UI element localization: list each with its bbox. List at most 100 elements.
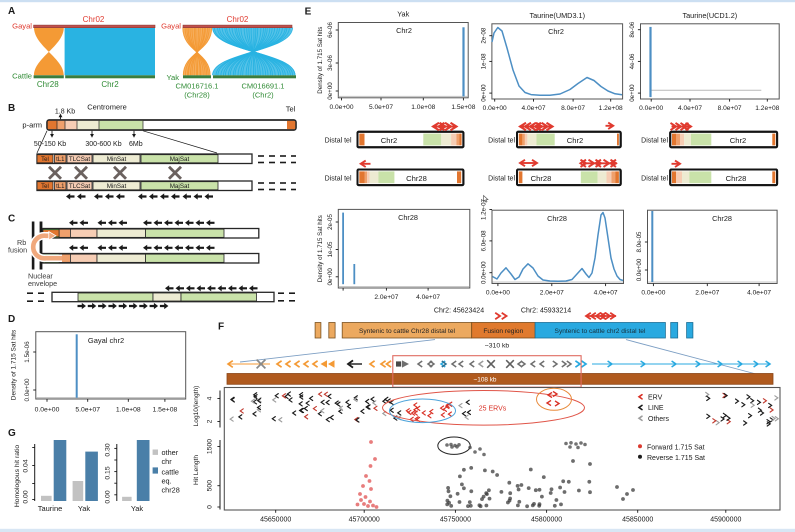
svg-text:chr28: chr28 [162, 486, 180, 495]
svg-text:0.0e+00: 0.0e+00 [639, 105, 663, 112]
svg-text:0e+00: 0e+00 [327, 82, 334, 100]
svg-text:ERV: ERV [648, 395, 663, 402]
svg-text:Distal tel: Distal tel [325, 138, 352, 145]
svg-text:8.0e+07: 8.0e+07 [561, 105, 585, 112]
svg-text:Tel: Tel [286, 105, 296, 114]
svg-text:F: F [218, 322, 224, 333]
svg-text:4.0e+07: 4.0e+07 [521, 105, 545, 112]
svg-text:8.0e-05: 8.0e-05 [636, 231, 643, 253]
svg-text:(Chr28): (Chr28) [184, 91, 210, 100]
svg-text:tL1: tL1 [56, 184, 65, 190]
svg-text:Cattle: Cattle [12, 72, 32, 81]
svg-text:0.0e+00: 0.0e+00 [486, 290, 510, 297]
svg-text:Yak: Yak [166, 73, 179, 82]
svg-text:Syntenic to cattle chr2 distal: Syntenic to cattle chr2 distal tel [555, 328, 646, 335]
svg-text:fusion: fusion [8, 246, 27, 255]
svg-text:1.0e+08: 1.0e+08 [116, 407, 141, 414]
svg-text:25 ERVs: 25 ERVs [479, 406, 507, 413]
svg-text:0.0e+00: 0.0e+00 [24, 378, 31, 401]
svg-text:4.0e+07: 4.0e+07 [678, 105, 702, 112]
svg-text:A: A [8, 6, 15, 17]
svg-text:0.04: 0.04 [23, 459, 30, 472]
svg-text:(Chr2): (Chr2) [252, 91, 274, 100]
svg-text:Yak: Yak [397, 10, 409, 19]
svg-text:0.0e+00: 0.0e+00 [483, 105, 507, 112]
svg-text:45650000: 45650000 [260, 517, 291, 524]
svg-text:0.30: 0.30 [105, 443, 112, 456]
svg-text:50-150 Kb: 50-150 Kb [34, 141, 66, 148]
svg-text:Hit Length: Hit Length [193, 455, 200, 485]
svg-text:~310 kb: ~310 kb [485, 343, 510, 350]
svg-text:4.0e+07: 4.0e+07 [594, 290, 618, 297]
svg-text:Chr2: Chr2 [101, 80, 119, 89]
svg-text:Chr2: Chr2 [567, 136, 583, 145]
svg-text:4e-06: 4e-06 [629, 53, 636, 69]
svg-text:2e-08: 2e-08 [480, 27, 487, 43]
svg-text:1.0e+08: 1.0e+08 [411, 104, 435, 111]
svg-text:1e-08: 1e-08 [480, 53, 487, 69]
svg-text:0: 0 [207, 505, 214, 509]
svg-text:1.8 Kb: 1.8 Kb [55, 109, 75, 116]
svg-text:E: E [305, 6, 312, 17]
svg-text:45900000: 45900000 [710, 517, 741, 524]
svg-text:4: 4 [207, 396, 214, 400]
svg-text:Forward 1.715 Sat: Forward 1.715 Sat [647, 444, 705, 451]
svg-text:2.0e+07: 2.0e+07 [695, 290, 719, 297]
svg-text:0.0e+00: 0.0e+00 [329, 104, 353, 111]
svg-text:D: D [8, 314, 15, 325]
svg-text:8e-06: 8e-06 [629, 21, 636, 37]
svg-text:B: B [8, 103, 15, 114]
svg-text:Others: Others [648, 416, 670, 423]
svg-text:5.0e+07: 5.0e+07 [75, 407, 100, 414]
svg-text:45800000: 45800000 [531, 517, 562, 524]
svg-text:p-arm: p-arm [22, 121, 42, 130]
svg-text:1.5e+08: 1.5e+08 [451, 104, 475, 111]
svg-text:Fusion region: Fusion region [483, 328, 523, 335]
svg-text:other: other [162, 448, 179, 457]
svg-text:Yak: Yak [131, 504, 144, 513]
svg-text:MajSat: MajSat [170, 156, 190, 163]
svg-text:Taurine: Taurine [38, 504, 63, 513]
svg-text:0.0e+00: 0.0e+00 [641, 290, 665, 297]
svg-text:MinSat: MinSat [107, 183, 127, 190]
svg-text:300-600 Kb: 300-600 Kb [85, 141, 121, 148]
svg-text:~108 kb: ~108 kb [474, 377, 497, 384]
svg-text:Nuclear: Nuclear [28, 272, 53, 281]
svg-text:6e-06: 6e-06 [327, 22, 334, 38]
svg-text:5.0e+07: 5.0e+07 [369, 104, 393, 111]
svg-text:8.0e+07: 8.0e+07 [718, 105, 742, 112]
svg-text:Gayal chr2: Gayal chr2 [88, 336, 124, 345]
svg-text:MajSat: MajSat [170, 183, 190, 190]
svg-text:2e-05: 2e-05 [327, 214, 334, 230]
svg-text:CM016691.1: CM016691.1 [242, 82, 285, 91]
svg-text:Density of 1.715 Sat hits: Density of 1.715 Sat hits [11, 329, 18, 400]
svg-text:LINE: LINE [648, 405, 664, 412]
svg-text:chr: chr [162, 457, 173, 466]
svg-text:0e+00: 0e+00 [480, 84, 487, 102]
svg-text:0e+00: 0e+00 [327, 268, 334, 286]
svg-text:Homologous hit ratio: Homologous hit ratio [14, 445, 21, 508]
svg-text:Density of 1.715 Sat hits: Density of 1.715 Sat hits [317, 27, 324, 94]
svg-text:tL1: tL1 [56, 157, 65, 163]
svg-text:0.0e+00: 0.0e+00 [481, 261, 488, 284]
svg-text:2: 2 [207, 419, 214, 423]
svg-text:cattle: cattle [162, 468, 179, 477]
svg-text:Chr28: Chr28 [37, 80, 59, 89]
svg-text:1.2e-07: 1.2e-07 [481, 198, 488, 220]
svg-text:Distal tel: Distal tel [641, 138, 668, 145]
svg-text:0.0e+00: 0.0e+00 [636, 258, 643, 281]
svg-text:Chr02: Chr02 [227, 15, 249, 24]
svg-text:Log10(length): Log10(length) [193, 386, 200, 427]
svg-text:2.0e+07: 2.0e+07 [540, 290, 564, 297]
svg-text:Distal tel: Distal tel [488, 175, 515, 182]
svg-text:Taurine(UMD3.1): Taurine(UMD3.1) [529, 11, 585, 20]
svg-text:0.0e+00: 0.0e+00 [35, 407, 60, 414]
svg-text:0.00: 0.00 [23, 490, 30, 503]
svg-text:Chr28: Chr28 [726, 174, 747, 183]
svg-text:Distal tel: Distal tel [325, 175, 352, 182]
svg-text:0e+00: 0e+00 [629, 84, 636, 102]
svg-text:6.0e-08: 6.0e-08 [481, 230, 488, 252]
svg-text:Tel: Tel [41, 184, 49, 190]
svg-text:1.2e+08: 1.2e+08 [755, 105, 779, 112]
svg-text:0.00: 0.00 [105, 490, 112, 503]
